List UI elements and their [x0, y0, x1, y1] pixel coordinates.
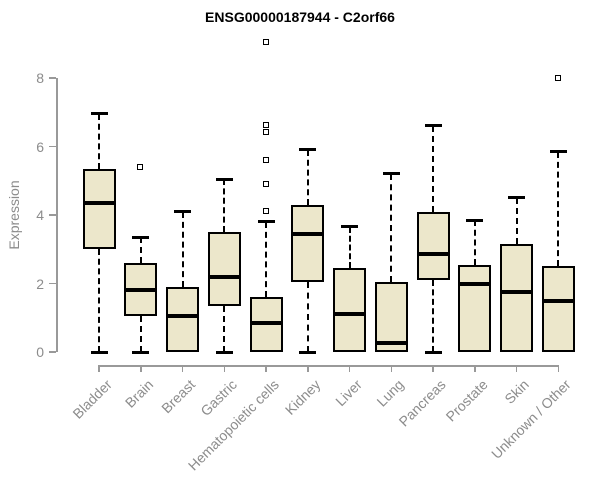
box-whisker-cap	[90, 350, 108, 354]
median-line	[207, 274, 241, 279]
box-whisker	[473, 220, 476, 265]
box-whisker-cap	[382, 172, 400, 176]
x-tick-label: Unknown / Other	[488, 376, 575, 462]
x-tick	[265, 365, 267, 372]
x-axis-line	[98, 365, 560, 367]
x-tick-label: Breast	[158, 376, 199, 417]
x-tick	[432, 365, 434, 372]
x-tick	[557, 365, 560, 372]
box	[333, 268, 367, 352]
x-tick-label: Prostate	[442, 376, 491, 425]
box	[291, 204, 325, 282]
box	[166, 286, 200, 352]
y-tick-label: 8	[36, 70, 44, 86]
y-tick-label: 4	[36, 207, 44, 223]
median-line	[249, 320, 283, 325]
box-whisker	[306, 149, 309, 205]
box-whisker	[181, 211, 184, 287]
x-tick	[223, 365, 226, 372]
x-tick-label: Skin	[501, 376, 533, 407]
y-tick-label: 0	[36, 344, 44, 360]
box-whisker-cap	[132, 350, 150, 354]
box-whisker	[223, 305, 226, 352]
median-line	[500, 290, 534, 295]
y-tick-label: 2	[36, 275, 44, 292]
outlier-point	[137, 163, 144, 170]
box	[374, 281, 408, 352]
box-whisker	[348, 226, 351, 269]
y-tick	[49, 145, 56, 148]
x-tick-label: Brain	[121, 376, 157, 411]
outlier-point	[262, 38, 269, 45]
x-tick	[474, 365, 476, 372]
box	[207, 232, 241, 306]
box-whisker	[98, 249, 100, 352]
median-line	[374, 341, 408, 346]
box-whisker-cap	[257, 220, 275, 224]
box-whisker-cap	[424, 124, 442, 128]
box-whisker-cap	[215, 350, 233, 354]
median-line	[291, 231, 325, 236]
box	[416, 211, 450, 281]
x-tick	[98, 365, 100, 372]
box-whisker-cap	[341, 225, 359, 229]
box-whisker-cap	[424, 350, 442, 354]
box	[458, 264, 492, 352]
x-tick-label: Lung	[373, 376, 407, 410]
box-whisker-cap	[299, 350, 317, 354]
box-whisker-cap	[90, 112, 108, 116]
median-line	[333, 312, 367, 317]
box-whisker	[139, 316, 142, 352]
box	[82, 168, 116, 250]
box-whisker-cap	[466, 218, 484, 222]
y-tick	[49, 214, 56, 216]
outlier-point	[262, 129, 269, 136]
x-tick	[348, 365, 351, 372]
outlier-point	[262, 208, 269, 215]
box	[541, 266, 575, 352]
box-whisker	[98, 113, 100, 169]
y-tick	[49, 351, 56, 353]
box-whisker	[306, 281, 309, 352]
outlier-point	[262, 180, 269, 187]
box-whisker	[265, 221, 268, 298]
x-tick	[307, 365, 309, 372]
box-whisker-cap	[549, 150, 567, 154]
box-whisker-cap	[508, 196, 526, 200]
y-tick	[49, 282, 56, 285]
x-tick-label: Liver	[332, 376, 366, 410]
box-whisker	[223, 179, 226, 233]
x-tick	[181, 365, 184, 372]
x-tick-label: Kidney	[281, 376, 324, 418]
median-line	[82, 201, 116, 205]
box-whisker	[557, 151, 560, 267]
x-tick	[390, 365, 393, 372]
median-line	[416, 252, 450, 257]
x-tick	[140, 365, 142, 372]
median-line	[541, 298, 575, 303]
box	[500, 244, 534, 352]
chart-title: ENSG00000187944 - C2orf66	[205, 9, 395, 25]
x-tick-label: Bladder	[69, 376, 115, 422]
box-whisker	[390, 173, 393, 282]
box-whisker-cap	[132, 235, 150, 239]
x-tick	[515, 365, 518, 372]
median-line	[166, 314, 200, 319]
y-tick	[49, 77, 56, 79]
median-line	[458, 281, 492, 286]
box-whisker	[432, 125, 435, 212]
y-tick-label: 6	[36, 138, 44, 155]
y-axis-line	[56, 78, 58, 352]
box-whisker-cap	[174, 210, 192, 214]
outlier-point	[262, 122, 269, 129]
box-whisker-cap	[299, 148, 317, 152]
box-whisker	[139, 237, 142, 263]
box-whisker	[515, 197, 518, 245]
median-line	[124, 288, 158, 293]
outlier-point	[262, 156, 269, 163]
box-whisker	[432, 280, 435, 352]
outlier-point	[554, 74, 561, 81]
box-whisker-cap	[215, 177, 233, 181]
